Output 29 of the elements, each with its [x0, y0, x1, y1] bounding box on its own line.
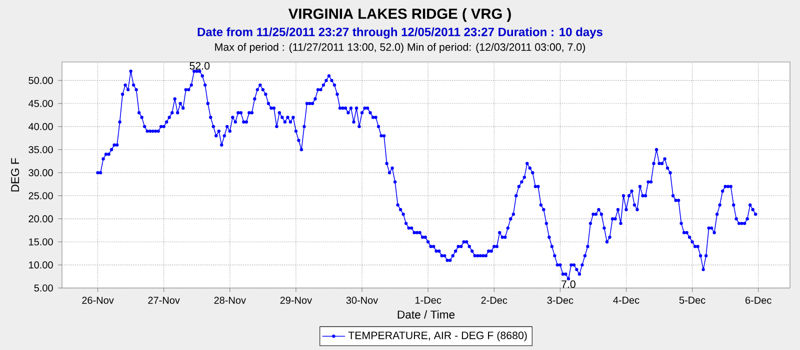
x-tick-label: 28-Nov [214, 296, 246, 304]
annotation: 52.0 [190, 62, 210, 70]
y-tick-label: 35.00 [28, 146, 53, 154]
y-tick-label: 15.00 [29, 238, 53, 246]
y-tick-label: 50.00 [28, 76, 53, 84]
x-tick-label: 26-Nov [82, 296, 114, 304]
y-tick-label: 5.00 [34, 284, 53, 292]
y-tick-label: 30.00 [28, 169, 53, 176]
x-tick-label: 4-Dec [613, 296, 640, 304]
x-tick-label: 27-Nov [148, 296, 180, 304]
x-tick-label: 3-Dec [547, 296, 574, 304]
x-tick-label: 5-Dec [679, 296, 706, 304]
chart-subtitle: Date from 11/25/2011 23:27 through 12/05/2011 23:27 Duration : 10 days [198, 27, 602, 39]
y-tick-label: 20.00 [28, 215, 53, 222]
annotation: 7.0 [562, 280, 576, 288]
legend-label: TEMPERATURE, AIR - DEG F (8680) [348, 331, 527, 342]
x-tick-label: 2-Dec [481, 296, 508, 304]
y-axis-title: DEG F [11, 158, 20, 192]
chart-title: VIRGINIA LAKES RIDGE ( VRG ) [288, 8, 511, 22]
text: Max of period : (11/27/2011 13:00, 52.0) Min of period: (12/03/2011 03:00, 7.0) [215, 43, 585, 53]
y-tick-label: 40.00 [28, 123, 53, 130]
y-tick-label: 45.00 [28, 100, 53, 108]
x-axis-title: Date / Time [398, 310, 455, 319]
x-tick-label: 29-Nov [280, 296, 312, 304]
x-tick-label: 6-Dec [746, 296, 772, 304]
y-tick-label: 10.00 [29, 261, 53, 268]
x-tick-label: 1-Dec [415, 296, 442, 304]
x-tick-label: 30-Nov [346, 296, 378, 304]
y-tick-label: 25.00 [28, 192, 53, 200]
